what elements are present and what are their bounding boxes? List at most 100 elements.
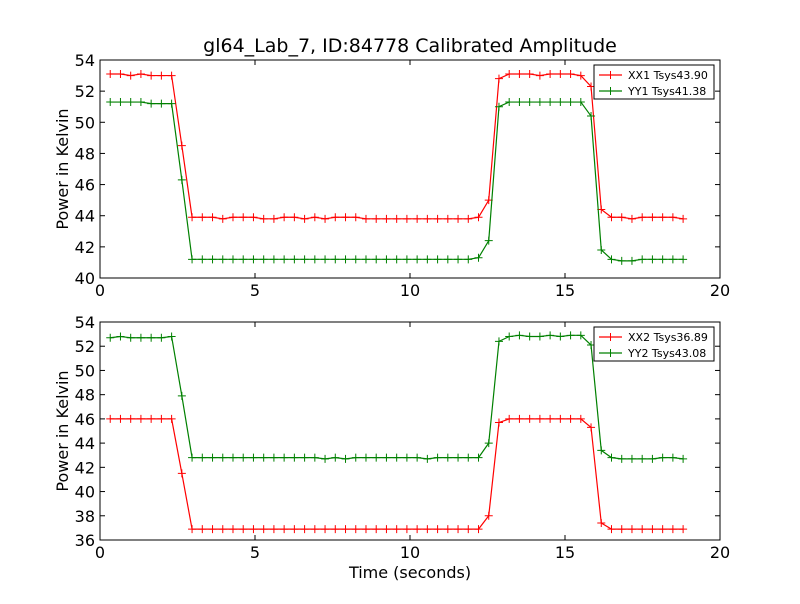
data-point-marker <box>341 213 350 222</box>
data-point-marker <box>576 98 585 107</box>
data-point-marker <box>290 525 299 534</box>
data-point-marker <box>198 453 207 462</box>
data-point-marker <box>474 253 483 262</box>
data-point-marker <box>259 453 268 462</box>
data-point-marker <box>648 255 657 264</box>
data-point-marker <box>157 99 166 108</box>
data-point-marker <box>566 414 575 423</box>
legend-label: YY2 Tsys43.08 <box>627 347 706 360</box>
data-point-marker <box>239 525 248 534</box>
data-point-marker <box>249 255 258 264</box>
data-point-marker <box>556 70 565 79</box>
data-point-marker <box>208 213 217 222</box>
data-point-marker <box>546 98 555 107</box>
data-point-marker <box>321 255 330 264</box>
data-point-marker <box>443 525 452 534</box>
data-point-marker <box>443 214 452 223</box>
data-point-marker <box>627 256 636 265</box>
data-point-marker <box>290 453 299 462</box>
data-point-marker <box>627 454 636 463</box>
data-point-marker <box>658 525 667 534</box>
x-axis-label: Time (seconds) <box>348 563 471 582</box>
data-point-marker <box>484 511 493 520</box>
data-point-marker <box>484 439 493 448</box>
x-tick-label: 5 <box>250 281 260 300</box>
y-tick-label: 36 <box>75 531 95 550</box>
data-point-marker <box>423 214 432 223</box>
data-point-marker <box>188 453 197 462</box>
data-point-marker <box>576 331 585 340</box>
data-point-marker <box>361 453 370 462</box>
data-point-marker <box>668 453 677 462</box>
data-point-marker <box>116 332 125 341</box>
data-point-marker <box>361 255 370 264</box>
data-point-marker <box>443 453 452 462</box>
data-point-marker <box>177 175 186 184</box>
y-tick-label: 42 <box>75 238 95 257</box>
data-point-marker <box>546 331 555 340</box>
data-point-marker <box>382 453 391 462</box>
data-point-marker <box>648 454 657 463</box>
data-point-marker <box>525 332 534 341</box>
data-point-marker <box>454 525 463 534</box>
data-point-marker <box>494 102 503 111</box>
data-point-marker <box>505 414 514 423</box>
data-point-marker <box>617 256 626 265</box>
data-point-marker <box>300 214 309 223</box>
data-point-marker <box>188 213 197 222</box>
legend-marker <box>606 87 615 95</box>
data-point-marker <box>321 214 330 223</box>
x-tick-label: 15 <box>555 543 575 562</box>
data-point-marker <box>423 255 432 264</box>
data-point-marker <box>218 525 227 534</box>
x-tick-label: 10 <box>400 281 420 300</box>
data-point-marker <box>218 255 227 264</box>
data-point-marker <box>392 525 401 534</box>
data-point-marker <box>556 98 565 107</box>
data-point-marker <box>157 414 166 423</box>
data-point-marker <box>505 98 514 107</box>
legend-box <box>593 64 715 100</box>
data-point-marker <box>188 255 197 264</box>
data-point-marker <box>423 525 432 534</box>
data-point-marker <box>116 414 125 423</box>
data-point-marker <box>679 255 688 264</box>
data-point-marker <box>116 98 125 107</box>
data-point-marker <box>638 525 647 534</box>
data-point-marker <box>515 331 524 340</box>
data-point-marker <box>372 214 381 223</box>
data-point-marker <box>198 255 207 264</box>
data-point-marker <box>372 453 381 462</box>
y-tick-label: 44 <box>75 434 95 453</box>
data-point-marker <box>392 453 401 462</box>
data-point-marker <box>259 255 268 264</box>
data-point-marker <box>136 98 145 107</box>
data-point-marker <box>525 414 534 423</box>
data-point-marker <box>627 525 636 534</box>
data-point-marker <box>556 414 565 423</box>
legend-label: YY1 Tsys41.38 <box>627 85 706 98</box>
data-point-marker <box>147 414 156 423</box>
y-tick-label: 50 <box>75 113 95 132</box>
data-point-marker <box>454 255 463 264</box>
data-point-marker <box>525 98 534 107</box>
data-point-marker <box>269 214 278 223</box>
y-tick-label: 46 <box>75 176 95 195</box>
data-point-marker <box>106 333 115 342</box>
data-point-marker <box>546 70 555 79</box>
data-point-marker <box>494 337 503 346</box>
y-tick-label: 48 <box>75 144 95 163</box>
data-point-marker <box>228 255 237 264</box>
data-point-marker <box>147 71 156 80</box>
data-point-marker <box>341 454 350 463</box>
data-point-marker <box>167 99 176 108</box>
data-point-marker <box>106 414 115 423</box>
data-point-marker <box>136 414 145 423</box>
data-point-marker <box>269 453 278 462</box>
data-point-marker <box>239 453 248 462</box>
data-point-marker <box>525 70 534 79</box>
data-point-marker <box>494 418 503 427</box>
data-point-marker <box>280 453 289 462</box>
data-point-marker <box>535 71 544 80</box>
data-point-marker <box>648 525 657 534</box>
